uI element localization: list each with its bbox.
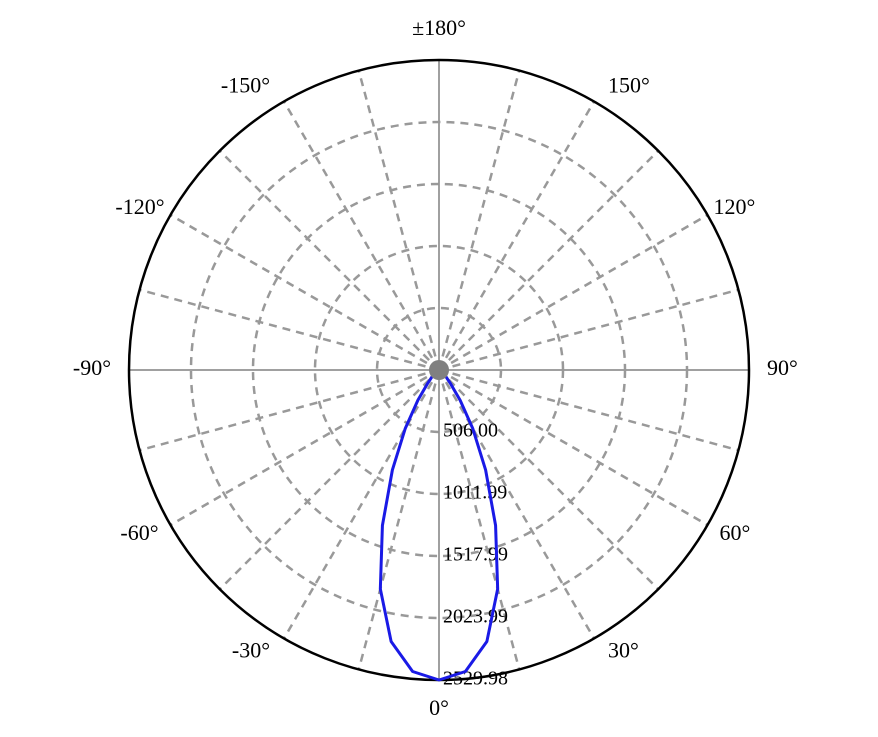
polar-chart: 506.001011.991517.992023.992529.98±180°1… bbox=[0, 0, 878, 737]
angle-label: -30° bbox=[232, 638, 270, 663]
radial-tick-label: 2023.99 bbox=[443, 606, 508, 628]
angle-label: 120° bbox=[713, 194, 755, 219]
radial-tick-label: 2529.98 bbox=[443, 668, 508, 690]
angle-label: 0° bbox=[429, 695, 449, 720]
center-marker bbox=[429, 360, 449, 380]
radial-tick-label: 1011.99 bbox=[443, 482, 507, 504]
angle-label: 30° bbox=[608, 638, 639, 663]
angle-label: ±180° bbox=[412, 15, 466, 40]
angle-label: -90° bbox=[73, 355, 111, 380]
angle-label: -150° bbox=[221, 73, 270, 98]
angle-label: 90° bbox=[767, 355, 798, 380]
angle-label: -60° bbox=[120, 520, 158, 545]
angle-label: -120° bbox=[115, 194, 164, 219]
angle-label: 150° bbox=[608, 73, 650, 98]
angle-label: 60° bbox=[719, 520, 750, 545]
